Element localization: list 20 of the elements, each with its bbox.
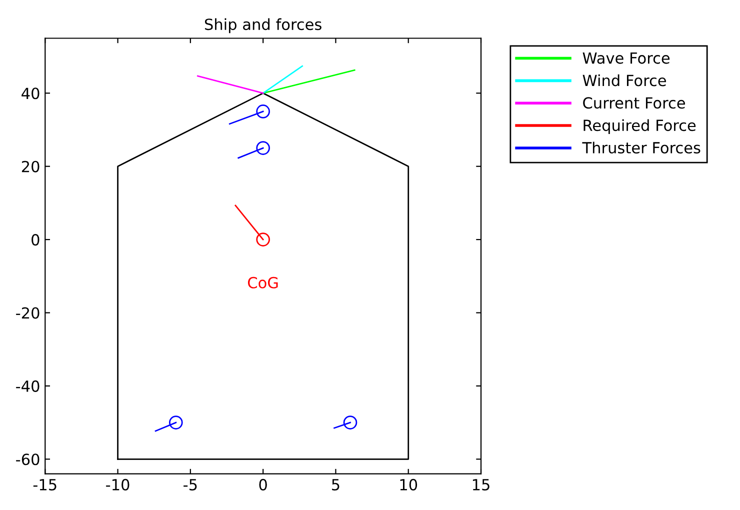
legend-label: Wind Force: [582, 74, 666, 86]
x-tick-label: -5: [184, 479, 197, 490]
annotation: CoG: [248, 276, 278, 288]
y-tick-label: -40: [16, 380, 40, 392]
y-tick-label: -20: [16, 307, 40, 319]
x-tick-label: 5: [332, 479, 340, 490]
y-tick-label: 20: [22, 160, 40, 172]
legend-label: Thruster Forces: [582, 142, 700, 154]
legend-label: Required Force: [584, 119, 696, 134]
x-tick-label: 10: [400, 478, 418, 490]
x-tick-label: 0: [259, 478, 267, 490]
chart-title: Ship and forces: [204, 18, 322, 34]
legend-label: Wave Force: [582, 52, 670, 64]
y-tick-label: 0: [32, 234, 40, 246]
x-tick-label: -15: [33, 479, 56, 490]
x-tick-label: -10: [106, 478, 130, 490]
x-tick-label: 15: [472, 479, 490, 490]
y-tick-label: 40: [22, 88, 40, 100]
legend-label: Current Force: [583, 97, 685, 109]
y-tick-label: -60: [16, 454, 40, 466]
